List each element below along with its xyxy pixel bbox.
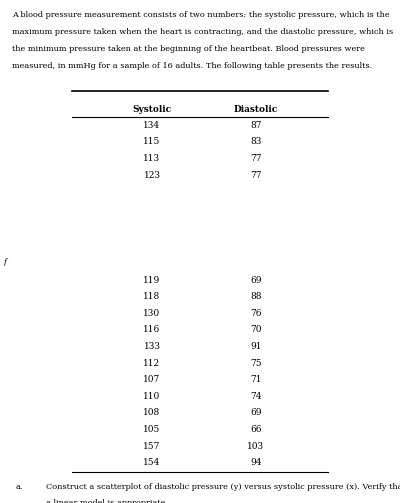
Text: 71: 71 [250,375,262,384]
Text: measured, in mmHg for a sample of 16 adults. The following table presents the re: measured, in mmHg for a sample of 16 adu… [12,62,372,70]
Text: 110: 110 [143,392,161,401]
Text: A blood pressure measurement consists of two numbers: the systolic pressure, whi: A blood pressure measurement consists of… [12,11,390,19]
Text: the minimum pressure taken at the beginning of the heartbeat. Blood pressures we: the minimum pressure taken at the beginn… [12,45,365,53]
Text: 69: 69 [250,408,262,417]
Text: Diastolic: Diastolic [234,105,278,114]
Text: 123: 123 [144,171,160,180]
Text: maximum pressure taken when the heart is contracting, and the diastolic pressure: maximum pressure taken when the heart is… [12,28,393,36]
Text: 133: 133 [144,342,160,351]
Text: 154: 154 [143,458,161,467]
Text: 113: 113 [144,154,160,163]
Text: 116: 116 [143,325,161,334]
Text: 119: 119 [143,276,161,285]
Text: 88: 88 [250,292,262,301]
Text: 105: 105 [143,425,161,434]
Text: 66: 66 [250,425,262,434]
Text: 134: 134 [144,121,160,130]
Text: 157: 157 [143,442,161,451]
Text: 91: 91 [250,342,262,351]
Text: 94: 94 [250,458,262,467]
Text: 77: 77 [250,154,262,163]
Text: 115: 115 [143,137,161,146]
Text: 130: 130 [144,309,160,318]
Text: 75: 75 [250,359,262,368]
Text: 107: 107 [143,375,161,384]
Text: a.: a. [16,483,24,491]
Text: 76: 76 [250,309,262,318]
Text: 108: 108 [143,408,161,417]
Text: 74: 74 [250,392,262,401]
Text: Systolic: Systolic [132,105,172,114]
Text: 70: 70 [250,325,262,334]
Text: f: f [3,258,6,266]
Text: 69: 69 [250,276,262,285]
Text: 87: 87 [250,121,262,130]
Text: 103: 103 [248,442,264,451]
Text: 118: 118 [143,292,161,301]
Text: 83: 83 [250,137,262,146]
Text: 77: 77 [250,171,262,180]
Text: Construct a scatterplot of diastolic pressure (y) versus systolic pressure (x). : Construct a scatterplot of diastolic pre… [46,483,400,491]
Text: a linear model is appropriate.: a linear model is appropriate. [46,499,168,503]
Text: 112: 112 [144,359,160,368]
